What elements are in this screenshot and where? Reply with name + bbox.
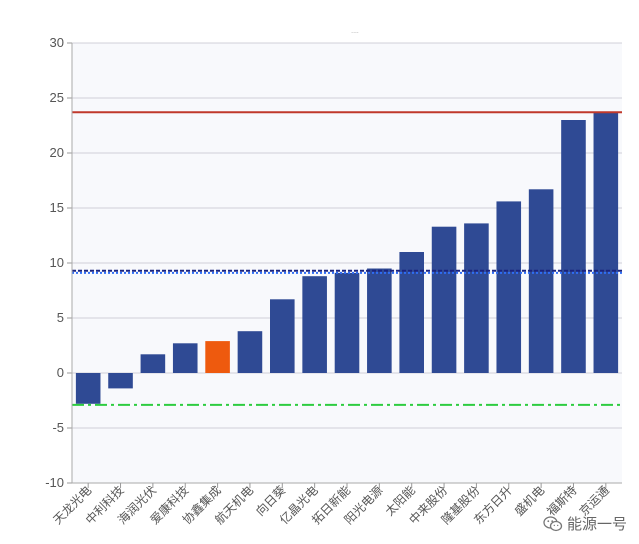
bar: [496, 201, 522, 373]
bar: [464, 223, 489, 373]
bar: [399, 252, 424, 373]
watermark-text: 能源一号: [566, 515, 627, 533]
wechat-icon: [543, 515, 563, 531]
bar: [593, 112, 619, 374]
y-tick-label: 5: [57, 310, 64, 325]
y-tick-label: 20: [50, 145, 64, 160]
axes: [67, 42, 622, 488]
bar: [108, 373, 133, 389]
bar: [140, 354, 166, 373]
top-marker: ....: [351, 28, 359, 35]
bar: [75, 373, 101, 404]
y-tick-label: 25: [50, 90, 64, 105]
reference-lines: [72, 111, 622, 406]
y-tick-label: -5: [52, 420, 64, 435]
watermark: 能源一号: [543, 513, 627, 534]
bar: [302, 276, 327, 373]
bar: [334, 272, 360, 373]
y-tick-label: 15: [50, 200, 64, 215]
y-tick-label: 0: [57, 365, 64, 380]
bar: [528, 189, 554, 373]
bar: [237, 331, 263, 373]
bars: [75, 112, 619, 404]
y-tick-label: -10: [45, 475, 64, 490]
y-tick-label: 10: [50, 255, 64, 270]
bar: [561, 120, 586, 373]
x-tick-label: 盛机电: [511, 483, 547, 519]
bar: [172, 343, 198, 373]
y-tick-label: 30: [50, 35, 64, 50]
bar: [431, 226, 457, 373]
bar: [205, 341, 230, 373]
bar: [270, 299, 295, 373]
bar: [367, 268, 392, 373]
